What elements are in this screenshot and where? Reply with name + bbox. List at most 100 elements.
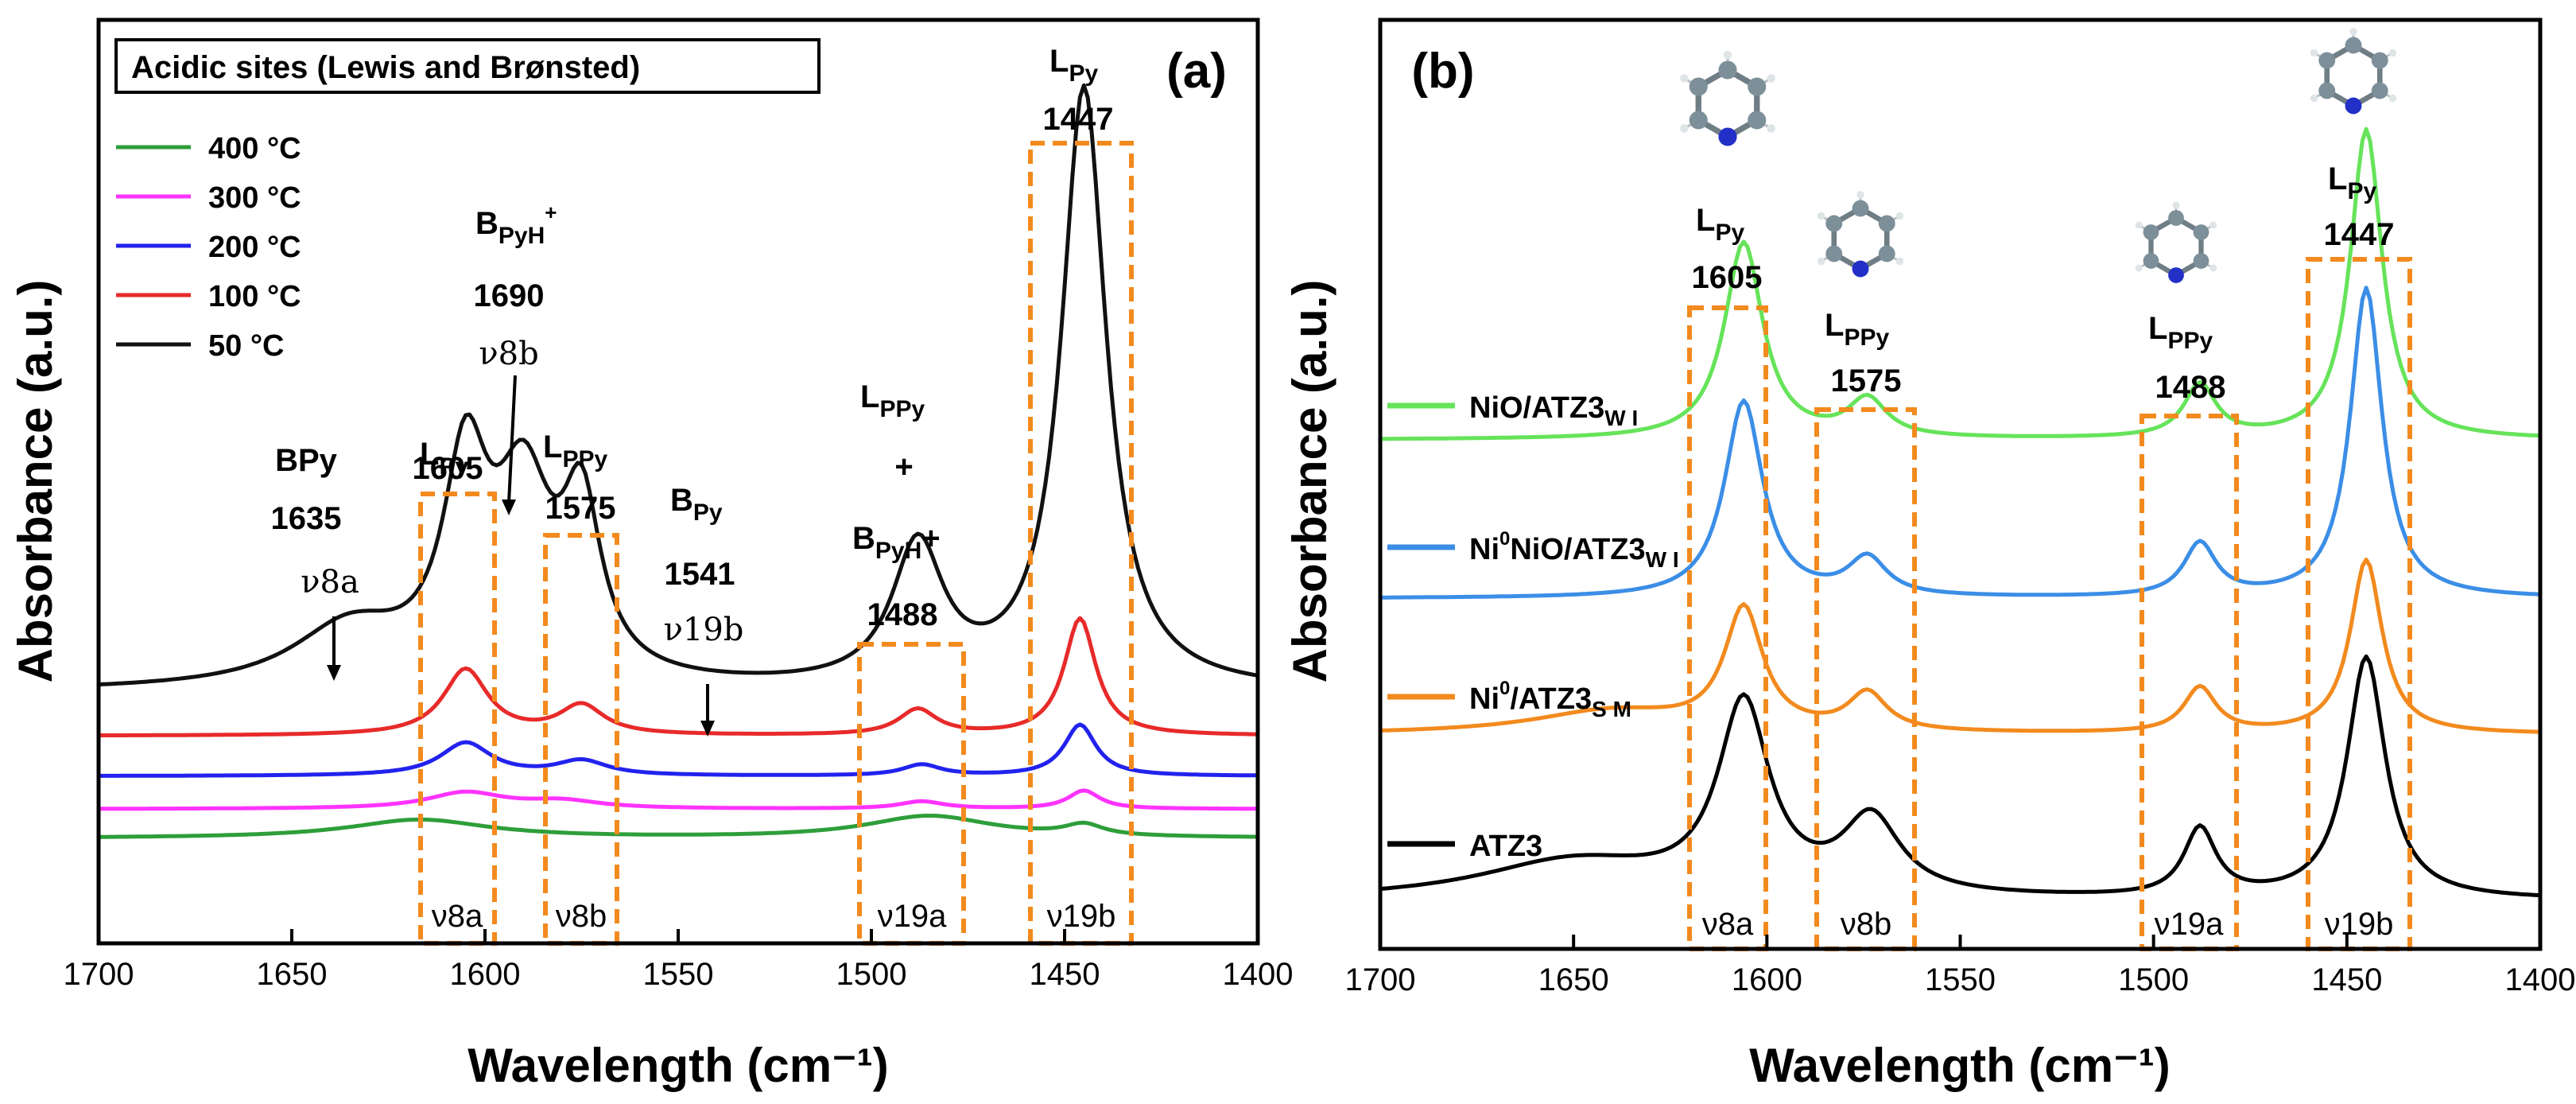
panel-a-y-axis-title: Absorbance (a.u.) (9, 280, 62, 683)
series-line (1380, 286, 2541, 600)
panel-a-x-axis-title: Wavelength (cm⁻¹) (467, 1039, 888, 1092)
panel-b-box-labels: ν8a ν8b ν19a ν19b (1702, 907, 2394, 942)
annotation-bpy-1541: BPy 1541 ν19b (664, 483, 744, 737)
panel-a-label: (a) (1166, 44, 1227, 99)
panel-a-boxes (418, 141, 1134, 946)
x-tick-label: 1500 (2118, 962, 2189, 997)
svg-text:BPyH+: BPyH+ (852, 521, 941, 564)
svg-text:1447: 1447 (1043, 102, 1114, 137)
svg-text:1605: 1605 (413, 451, 483, 486)
series-label-niO-atz3-wi: NiO/ATZ3W I (1387, 391, 1638, 430)
panel-b-ticks: 1700 1650 1600 1550 1500 1450 1400 (1345, 935, 2576, 997)
x-tick-label: 1700 (64, 957, 134, 992)
svg-text:NiO/ATZ3W I: NiO/ATZ3W I (1469, 391, 1638, 430)
legend-label: 300 °C (208, 181, 301, 215)
annotation-bpyh-1690: BPyH+ 1690 ν8b (474, 200, 557, 515)
panel-a-ticks: 1700 1650 1600 1550 1500 1450 1400 (64, 929, 1293, 992)
annotation-lpy-1605: LPy 1605 (1692, 203, 1763, 295)
svg-text:ν8a: ν8a (432, 899, 483, 934)
annotation-lppy-1488: LPPy 1488 (2148, 311, 2225, 405)
svg-text:BPy: BPy (670, 483, 723, 526)
panel-b-annotations: LPy 1605 LPPy 1575 LPPy 1488 LPy 1447 ν8… (1692, 161, 2395, 942)
pyridine-molecule-icon (1818, 191, 1903, 277)
panel-a-annotations: BPy 1635 ν8a LPy 1605 BPyH+ 1690 ν8b LPP… (271, 44, 1116, 934)
annotation-lpy-1605: LPy 1605 (413, 437, 483, 486)
x-tick-label: 1700 (1345, 962, 1416, 997)
svg-text:LPy: LPy (1696, 203, 1744, 246)
svg-text:1635: 1635 (271, 501, 342, 536)
svg-text:+: + (894, 449, 913, 484)
svg-text:1541: 1541 (665, 557, 735, 592)
legend-label: 100 °C (208, 280, 301, 313)
panel-b-series-labels: NiO/ATZ3W I Ni0NiO/ATZ3W I Ni0/ATZ3S M A… (1387, 391, 1679, 863)
annotation-lppy-1575: LPPy 1575 (543, 430, 615, 526)
pyridine-molecule-icon (2310, 28, 2396, 114)
svg-text:Ni0NiO/ATZ3W I: Ni0NiO/ATZ3W I (1469, 528, 1679, 572)
box-v19a (2140, 414, 2239, 951)
svg-text:ν8a: ν8a (301, 564, 359, 601)
panel-b-boxes (1687, 257, 2412, 951)
panel-b-label: (b) (1411, 44, 1474, 99)
series-line (99, 722, 1259, 778)
series-line (99, 814, 1259, 839)
annotation-lppy-bpyh-1488: LPPy + BPyH+ 1488 (852, 379, 941, 632)
x-tick-label: 1650 (257, 957, 328, 992)
panel-b-y-axis-title: Absorbance (a.u.) (1283, 280, 1336, 683)
x-tick-label: 1550 (1925, 962, 1996, 997)
svg-text:1447: 1447 (2324, 217, 2395, 252)
x-tick-label: 1450 (1030, 957, 1100, 992)
svg-text:1575: 1575 (1831, 363, 1902, 398)
svg-text:1575: 1575 (545, 491, 616, 526)
annotation-lppy-1575: LPPy 1575 (1825, 308, 1901, 398)
svg-text:LPy: LPy (1049, 44, 1098, 87)
svg-text:ν19a: ν19a (878, 899, 947, 934)
legend-label: 400 °C (208, 132, 301, 165)
panel-a-curves (98, 83, 1259, 839)
series-label-atz3: ATZ3 (1387, 830, 1542, 863)
svg-text:LPPy: LPPy (543, 430, 607, 472)
svg-text:ν8b: ν8b (556, 899, 607, 934)
panel-b-x-axis-title: Wavelength (cm⁻¹) (1749, 1039, 2170, 1092)
series-label-ni0-atz3-sm: Ni0/ATZ3S M (1387, 678, 1631, 721)
pyridine-molecule-icon (2136, 201, 2217, 283)
svg-text:ν8b: ν8b (1841, 907, 1892, 942)
legend-label: 200 °C (208, 231, 301, 264)
panel-b: 1700 1650 1600 1550 1500 1450 1400 Wavelength … (1283, 17, 2576, 1092)
svg-text:1488: 1488 (867, 597, 938, 632)
box-v8a (1687, 305, 1768, 951)
svg-text:BPyH+: BPyH+ (475, 200, 557, 249)
pyridine-molecule-icons (1680, 28, 2396, 283)
x-tick-label: 1650 (1538, 962, 1609, 997)
svg-text:ATZ3: ATZ3 (1469, 830, 1542, 863)
panel-a-title-box (114, 38, 821, 94)
svg-text:LPy: LPy (2328, 161, 2376, 204)
svg-text:ν8a: ν8a (1702, 907, 1754, 942)
series-line (1379, 558, 2541, 734)
x-tick-label: 1400 (2505, 962, 2576, 997)
panel-b-curves (1379, 126, 2541, 898)
series-line (98, 616, 1259, 738)
svg-text:Ni0/ATZ3S M: Ni0/ATZ3S M (1469, 678, 1631, 721)
svg-text:LPPy: LPPy (860, 379, 925, 422)
svg-text:ν19b: ν19b (664, 612, 744, 648)
annotation-bpy-1635: BPy 1635 ν8a (271, 443, 359, 681)
panel-a-title: Acidic sites (Lewis and Brønsted) (131, 50, 640, 85)
series-line (1380, 126, 2541, 441)
series-line (1379, 654, 2541, 898)
svg-text:LPPy: LPPy (2148, 311, 2213, 354)
svg-text:ν19a: ν19a (2155, 907, 2224, 942)
x-tick-label: 1550 (643, 957, 714, 992)
box-v19b (2306, 257, 2412, 951)
series-line (98, 83, 1259, 687)
annotation-lpy-1447: LPy 1447 (2324, 161, 2395, 252)
panel-a-box-labels: ν8a ν8b ν19a ν19b (432, 899, 1116, 934)
svg-text:LPPy: LPPy (1825, 308, 1889, 351)
x-tick-label: 1500 (836, 957, 907, 992)
panel-a-legend: 400 °C 300 °C 200 °C 100 °C 50 °C (116, 132, 301, 363)
panel-a: 1700 1650 1600 1550 1500 1450 1400 Wavelength … (9, 17, 1293, 1092)
x-tick-label: 1600 (1732, 962, 1802, 997)
x-tick-label: 1600 (450, 957, 521, 992)
box-v8b (1814, 407, 1917, 951)
svg-text:BPy: BPy (275, 443, 338, 478)
